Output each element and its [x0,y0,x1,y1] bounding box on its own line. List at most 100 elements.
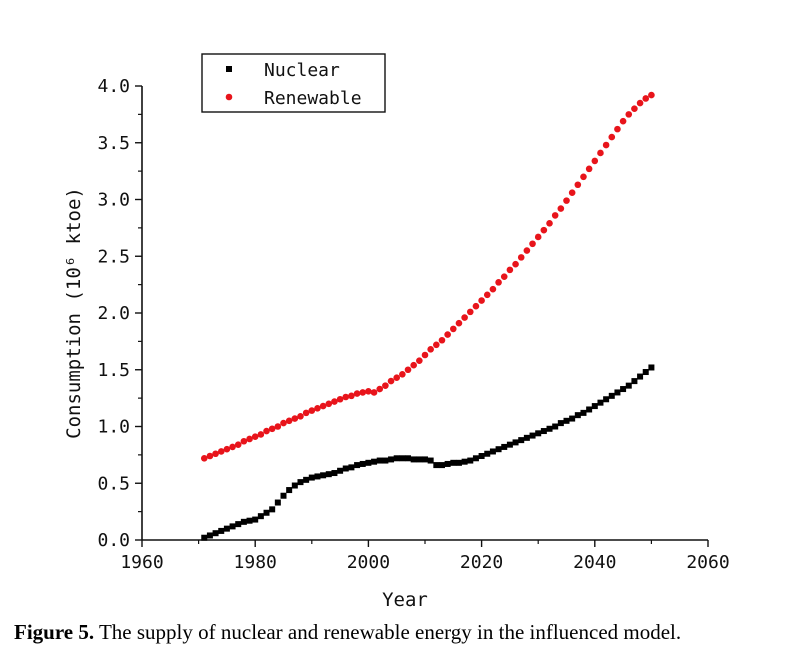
data-point-nuclear [269,506,276,513]
x-tick-label: 1960 [120,552,163,573]
data-point-renewable [263,427,270,435]
data-point-nuclear [637,373,644,380]
data-point-renewable [438,336,446,344]
data-point-nuclear [484,450,491,457]
data-point-nuclear [603,396,610,403]
data-point-nuclear [399,455,406,462]
data-point-renewable [495,279,502,286]
data-point-nuclear [461,458,468,465]
series-nuclear [201,364,655,541]
data-point-nuclear [410,456,417,463]
data-point-nuclear [382,457,389,464]
data-point-nuclear [450,459,457,466]
data-point-nuclear [359,460,366,467]
data-point-renewable [246,435,253,443]
data-point-nuclear [501,443,508,450]
data-point-renewable [483,291,491,299]
data-point-renewable [444,331,451,338]
y-tick-label: 0.0 [97,530,130,551]
data-point-renewable [359,389,367,396]
data-point-nuclear [574,412,581,419]
data-point-nuclear [371,458,378,465]
caption-text: The supply of nuclear and renewable ener… [94,620,682,644]
data-point-renewable [500,273,508,280]
data-point-renewable [342,393,350,401]
y-tick-label: 0.5 [97,473,130,494]
data-point-renewable [393,374,401,381]
data-point-nuclear [201,534,208,541]
data-point-nuclear [405,455,412,462]
data-point-nuclear [257,513,264,520]
data-point-renewable [285,417,293,425]
data-point-renewable [563,197,570,204]
caption-label: Figure 5. [14,620,95,644]
data-point-renewable [534,233,542,241]
data-point-renewable [648,91,655,99]
chart: 1960 1980 2000 2020 2040 2060 0.0 0.5 1.0 1.5 2.0 2… [63,53,730,611]
data-point-renewable [574,181,582,189]
data-point-nuclear [229,523,236,530]
data-point-renewable [551,212,559,219]
x-axis-title: Year [382,589,428,611]
data-point-renewable [466,308,474,316]
data-point-renewable [557,205,565,212]
data-point-renewable [223,445,231,453]
data-point-nuclear [546,425,553,432]
data-point-nuclear [467,457,474,464]
data-point-renewable [489,285,497,293]
data-point-nuclear [235,521,242,528]
data-point-renewable [234,441,242,448]
data-point-nuclear [218,527,225,534]
data-point-nuclear [393,455,400,462]
data-point-renewable [523,247,531,254]
x-tick-label: 1980 [234,552,277,573]
data-point-nuclear [597,399,604,406]
data-point-renewable [365,388,372,395]
data-point-renewable [217,448,225,455]
data-point-renewable [619,117,627,125]
data-point-nuclear [540,428,547,435]
data-point-nuclear [252,516,259,523]
data-point-renewable [348,392,355,400]
y-tick-label: 2.5 [97,246,130,267]
data-point-renewable [353,390,361,397]
data-point-renewable [427,346,434,353]
data-point-renewable [302,409,310,417]
data-point-renewable [376,385,384,393]
data-point-renewable [387,377,395,385]
series-renewable [200,91,655,462]
legend-marker-renewable [225,93,233,101]
legend-label-nuclear: Nuclear [264,60,340,81]
y-tick-label: 3.0 [97,190,130,211]
data-point-nuclear [569,415,576,422]
data-point-nuclear [263,509,270,516]
data-point-nuclear [291,482,298,489]
data-point-renewable [257,431,265,438]
data-point-nuclear [535,430,542,437]
y-tick-label: 1.5 [97,360,130,381]
data-point-renewable [450,325,457,333]
data-point-nuclear [365,459,372,466]
data-point-renewable [642,95,650,102]
data-point-nuclear [625,382,632,389]
data-point-renewable [410,361,417,369]
data-point-nuclear [438,462,445,469]
data-point-renewable [512,260,519,268]
x-tick-label: 2000 [347,552,390,573]
data-point-nuclear [223,525,230,532]
data-point-nuclear [523,434,530,441]
data-point-nuclear [489,448,496,455]
data-point-renewable [331,398,338,405]
data-point-nuclear [348,464,355,471]
data-point-nuclear [631,378,638,385]
data-point-renewable [455,319,463,327]
data-point-renewable [280,419,287,427]
legend: Nuclear Renewable [201,53,386,113]
series-layer [200,91,655,541]
data-point-renewable [200,454,208,462]
y-tick-label: 1.0 [97,417,130,438]
data-point-nuclear [506,441,513,448]
legend-marker-nuclear [226,66,232,72]
data-point-renewable [433,341,440,349]
data-point-renewable [580,173,587,181]
